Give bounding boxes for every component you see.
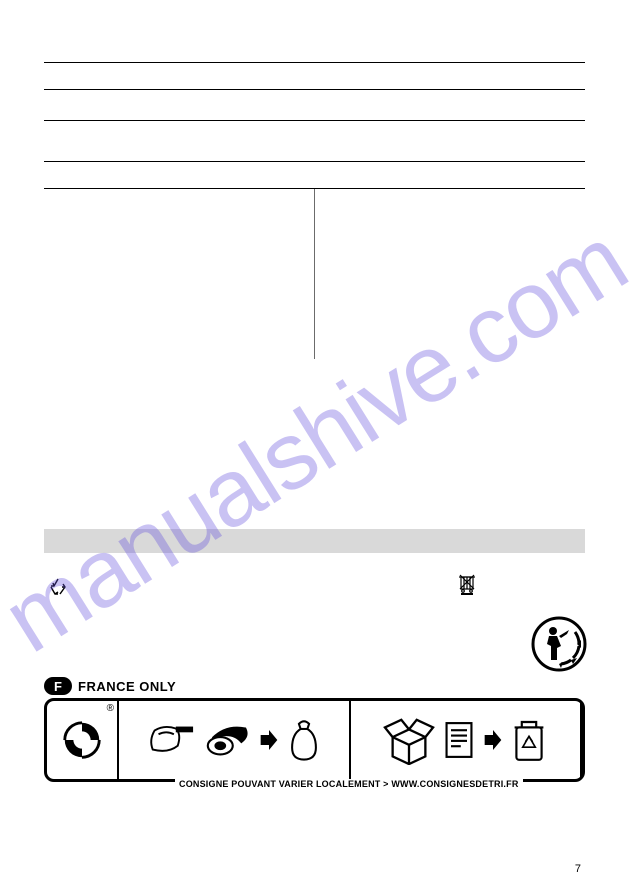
horizontal-rules — [44, 62, 585, 189]
film-disc-icon — [203, 719, 251, 761]
right-column — [315, 189, 586, 359]
france-pill: F — [44, 677, 72, 695]
france-only-label: FRANCE ONLY — [78, 679, 176, 694]
green-dot-cell: ® — [47, 701, 119, 779]
bag-wrap-icon — [147, 719, 195, 761]
recycle-bin-icon — [511, 715, 547, 765]
registered-mark: ® — [107, 703, 114, 714]
plastic-waste-cell — [119, 701, 351, 779]
arrow-right-icon — [259, 719, 279, 761]
arrow-right-icon — [483, 719, 503, 761]
paper-doc-icon — [443, 718, 475, 762]
rule-line — [44, 89, 585, 90]
weee-bin-icon — [458, 573, 476, 595]
france-only-row: F FRANCE ONLY — [44, 677, 585, 695]
two-column-block — [44, 189, 585, 359]
recycle-triangle-icon — [48, 577, 68, 597]
green-dot-icon — [59, 717, 105, 763]
grey-heading-bar — [44, 529, 585, 553]
trash-bag-icon — [287, 715, 321, 765]
rule-line — [44, 62, 585, 63]
cardboard-cell — [351, 701, 583, 779]
left-column — [44, 189, 315, 359]
triman-icon — [531, 616, 587, 672]
open-box-icon — [383, 715, 435, 765]
page-number: 7 — [575, 863, 581, 875]
consigne-text: CONSIGNE POUVANT VARIER LOCALEMENT > WWW… — [175, 779, 523, 789]
sorting-info-box: ® — [44, 698, 585, 782]
recycling-icons-row — [44, 571, 585, 597]
rule-line — [44, 120, 585, 121]
rule-line — [44, 161, 585, 162]
